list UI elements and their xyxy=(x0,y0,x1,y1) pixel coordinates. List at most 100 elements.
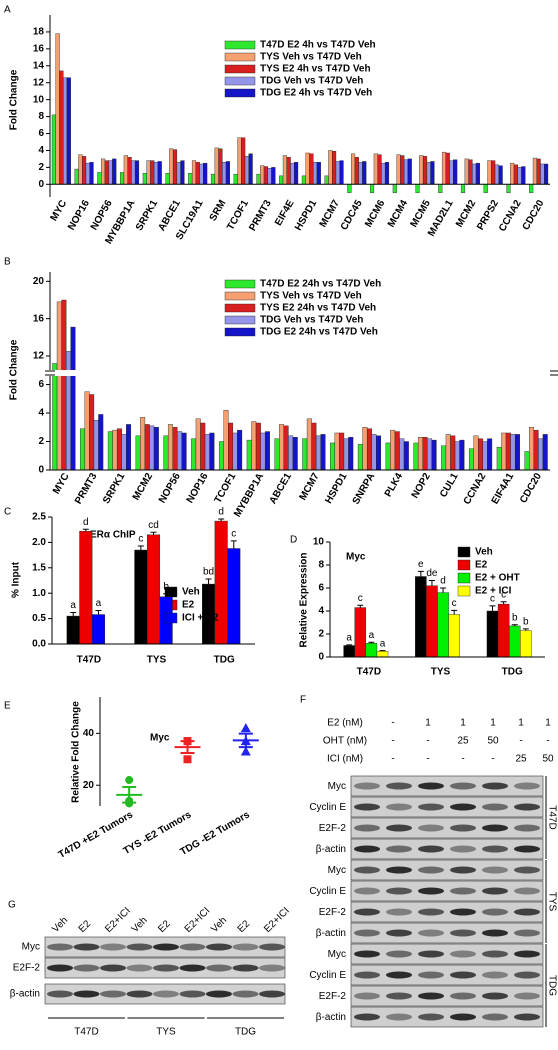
blot-band xyxy=(450,845,476,853)
blot-band xyxy=(259,943,285,951)
bar xyxy=(384,162,390,185)
bar xyxy=(529,184,534,193)
bar xyxy=(163,435,169,471)
bar xyxy=(449,160,454,185)
error-bar xyxy=(230,540,237,549)
axis-break xyxy=(44,370,556,376)
blot-band xyxy=(514,824,540,832)
bar xyxy=(313,162,318,185)
row-label: Myc xyxy=(328,781,346,792)
blot-band xyxy=(73,943,100,951)
bar xyxy=(93,419,99,471)
bar xyxy=(394,431,400,471)
bar xyxy=(218,148,223,185)
significance-letter: b xyxy=(523,616,529,627)
blot-band xyxy=(514,782,540,790)
bar xyxy=(282,155,287,185)
lane-value: - xyxy=(546,736,549,747)
bar xyxy=(223,409,229,471)
blot-band xyxy=(514,845,540,853)
bar xyxy=(120,172,125,185)
blot-band xyxy=(418,887,444,895)
bar xyxy=(89,162,94,185)
error-bar xyxy=(489,605,496,611)
bar xyxy=(181,432,187,471)
bar xyxy=(403,441,409,471)
blot-strip xyxy=(350,1006,544,1028)
bar xyxy=(260,432,266,471)
group-label: TYS xyxy=(546,892,557,912)
bar xyxy=(157,161,162,185)
bar xyxy=(256,173,261,185)
blot-band xyxy=(232,943,259,951)
blot-band xyxy=(206,943,232,951)
bar xyxy=(248,153,253,185)
bar xyxy=(227,548,241,645)
error-bar xyxy=(379,650,386,652)
y-tick-label: 16 xyxy=(33,44,45,55)
bar xyxy=(140,417,146,471)
data-point xyxy=(240,746,251,756)
error-bar xyxy=(346,644,353,646)
bar xyxy=(222,162,227,185)
x-tick-label: PRMT3 xyxy=(247,198,274,233)
bar xyxy=(426,585,438,658)
blot-band xyxy=(126,990,153,998)
bar xyxy=(214,147,219,185)
legend-swatch xyxy=(224,327,256,337)
x-tick-label: CCNA2 xyxy=(497,198,524,234)
bar xyxy=(200,422,206,471)
bar xyxy=(403,159,409,185)
x-tick-label: T47D xyxy=(357,667,381,678)
blot-band xyxy=(514,992,540,1000)
bar xyxy=(460,184,466,193)
bar xyxy=(392,184,397,193)
bar xyxy=(332,151,337,185)
error-bar xyxy=(163,593,170,597)
bar xyxy=(195,162,200,185)
blot-band xyxy=(232,964,259,972)
bar xyxy=(302,438,308,471)
y-tick-label: 16 xyxy=(33,313,45,324)
row-label: β-actin xyxy=(316,844,346,855)
legend-label: Veh xyxy=(182,587,200,598)
bar xyxy=(362,427,368,471)
y-tick-label: 20 xyxy=(83,780,95,791)
x-tick-label: CDC20 xyxy=(518,471,544,505)
bar xyxy=(390,429,396,471)
significance-letter: d xyxy=(440,576,446,587)
bar xyxy=(144,424,150,471)
significance-letter: a xyxy=(369,630,375,641)
blot-band xyxy=(482,803,508,811)
blot-band xyxy=(386,950,412,958)
blot-band xyxy=(354,866,380,874)
blot-band xyxy=(259,990,285,998)
error-bar xyxy=(180,740,195,755)
bar xyxy=(131,160,136,185)
x-tick-label: PLK4 xyxy=(383,471,406,499)
bar xyxy=(533,429,539,471)
legend-swatch xyxy=(224,279,256,289)
lane-value: 25 xyxy=(457,736,469,747)
bar xyxy=(415,184,420,193)
bar xyxy=(320,434,326,471)
y-tick-label: 2 xyxy=(318,629,324,640)
panel-letter: D xyxy=(290,535,297,546)
bar xyxy=(508,625,521,658)
legend-label: E2 xyxy=(182,600,195,611)
bar xyxy=(305,152,310,185)
bar xyxy=(51,114,56,185)
bar xyxy=(52,363,58,471)
bar xyxy=(91,614,105,645)
bar xyxy=(279,175,284,185)
blot-band xyxy=(418,908,444,916)
x-tick-label: EIF4E xyxy=(273,198,297,228)
y-tick-label: 1.5 xyxy=(32,562,46,573)
legend-label: TYS E2 4h vs T47D Veh xyxy=(260,64,371,75)
lane-label: E2 xyxy=(156,918,173,935)
group-label: T47D xyxy=(74,1027,98,1038)
bar xyxy=(417,437,423,471)
error-bar xyxy=(417,570,424,577)
bar xyxy=(82,156,87,185)
